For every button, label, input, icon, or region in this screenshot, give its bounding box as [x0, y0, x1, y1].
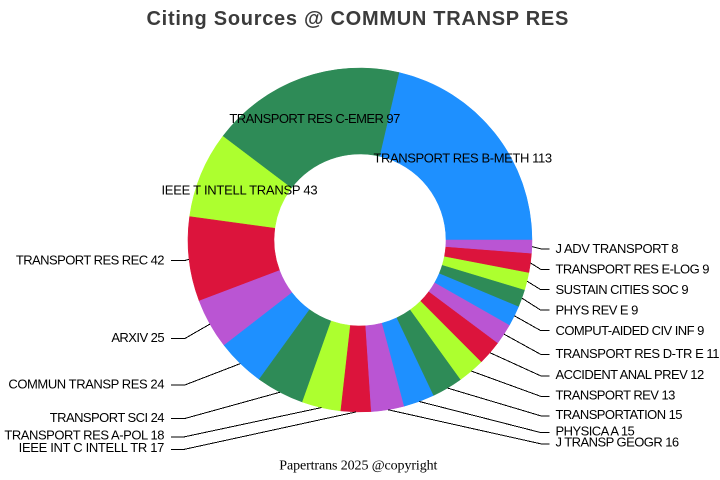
- svg-text:COMMUN TRANSP RES 24: COMMUN TRANSP RES 24: [8, 377, 164, 392]
- svg-text:TRANSPORT RES D-TR E 11: TRANSPORT RES D-TR E 11: [556, 346, 720, 361]
- svg-text:COMPUT-AIDED CIV INF 9: COMPUT-AIDED CIV INF 9: [556, 323, 705, 338]
- svg-text:SUSTAIN CITIES SOC 9: SUSTAIN CITIES SOC 9: [556, 282, 689, 297]
- svg-text:TRANSPORT REV 13: TRANSPORT REV 13: [556, 388, 676, 403]
- svg-text:Citing Sources @ COMMUN TRANSP: Citing Sources @ COMMUN TRANSP RES: [147, 8, 570, 30]
- svg-text:TRANSPORTATION 15: TRANSPORTATION 15: [556, 407, 683, 422]
- svg-text:TRANSPORT RES REC 42: TRANSPORT RES REC 42: [16, 253, 164, 268]
- svg-text:ACCIDENT ANAL PREV 12: ACCIDENT ANAL PREV 12: [556, 367, 704, 382]
- svg-text:TRANSPORT RES A-POL 18: TRANSPORT RES A-POL 18: [4, 428, 164, 443]
- svg-text:J TRANSP GEOGR 16: J TRANSP GEOGR 16: [556, 435, 679, 450]
- svg-text:IEEE T INTELL TRANSP 43: IEEE T INTELL TRANSP 43: [161, 182, 317, 197]
- svg-text:IEEE INT C INTELL TR 17: IEEE INT C INTELL TR 17: [19, 440, 164, 455]
- svg-text:TRANSPORT SCI 24: TRANSPORT SCI 24: [50, 410, 165, 425]
- svg-text:PHYS REV E 9: PHYS REV E 9: [556, 302, 639, 317]
- svg-text:TRANSPORT RES C-EMER 97: TRANSPORT RES C-EMER 97: [229, 111, 400, 126]
- svg-text:J ADV TRANSPORT 8: J ADV TRANSPORT 8: [556, 241, 679, 256]
- svg-text:PHYSICA A 15: PHYSICA A 15: [556, 424, 635, 439]
- svg-text:TRANSPORT RES B-METH 113: TRANSPORT RES B-METH 113: [373, 151, 551, 166]
- svg-text:TRANSPORT RES E-LOG 9: TRANSPORT RES E-LOG 9: [556, 262, 710, 277]
- svg-text:ARXIV 25: ARXIV 25: [111, 330, 164, 345]
- svg-text:Papertrans 2025 @copyright: Papertrans 2025 @copyright: [279, 458, 437, 473]
